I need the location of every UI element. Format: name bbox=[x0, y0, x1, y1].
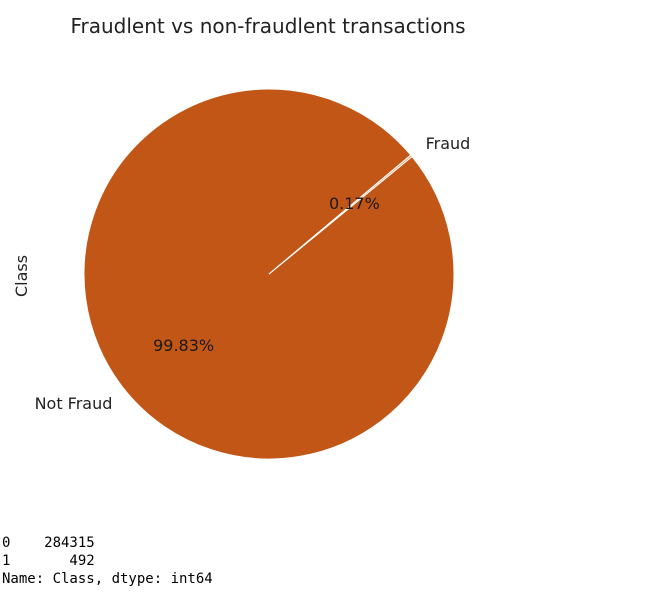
console-line: 1 492 bbox=[2, 553, 95, 569]
chart-title: Fraudlent vs non-fraudlent transactions bbox=[70, 14, 465, 38]
y-axis-label: Class bbox=[12, 255, 31, 297]
pie-chart: Fraudlent vs non-fraudlent transactions … bbox=[12, 14, 471, 460]
slice-percent-label: 0.17% bbox=[329, 194, 380, 213]
console-output: 0 284315 1 492 Name: Class, dtype: int64 bbox=[2, 534, 213, 588]
slice-percent-label: 99.83% bbox=[153, 336, 214, 355]
slice-label: Not Fraud bbox=[35, 394, 113, 413]
pie-labels: Not Fraud 99.83% Fraud 0.17% bbox=[35, 134, 471, 413]
console-line: Name: Class, dtype: int64 bbox=[2, 571, 213, 587]
pie-slice-fraud bbox=[268, 154, 413, 275]
pie-slices bbox=[83, 88, 455, 460]
slice-label: Fraud bbox=[426, 134, 471, 153]
console-line: 0 284315 bbox=[2, 535, 95, 551]
pie-slice-not-fraud bbox=[83, 88, 455, 460]
